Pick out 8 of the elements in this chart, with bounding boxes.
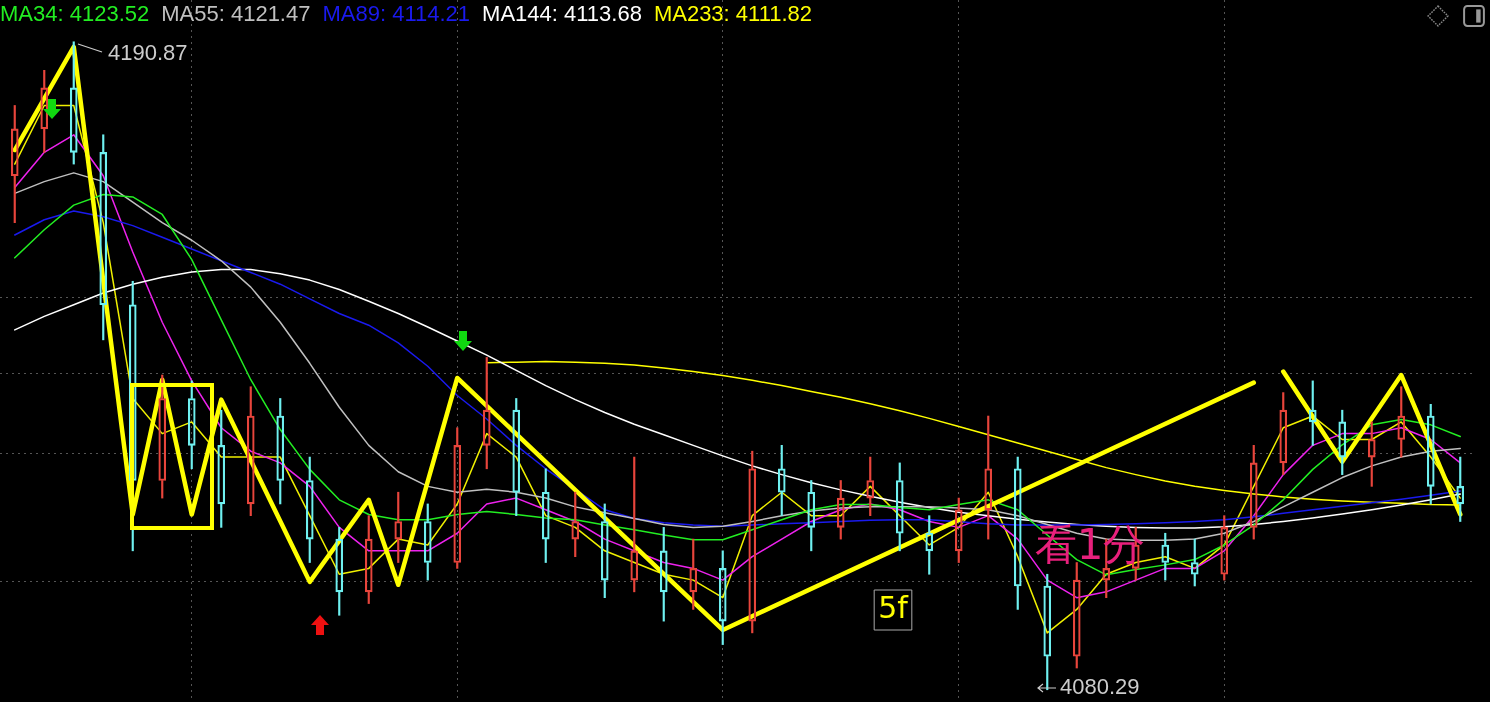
annotation: 5f [878,589,910,625]
text: MA233: 4111.82 [653,0,813,28]
text: MA55: 4121.47 [161,0,311,28]
text: MA144: 4113.68 [482,0,642,28]
text: MA34: 4123.52 [0,0,150,28]
annotation: 4080.29 [1060,674,1140,700]
text: MA89: 4114.21 [322,0,471,28]
annotation: 4190.87 [108,40,188,66]
